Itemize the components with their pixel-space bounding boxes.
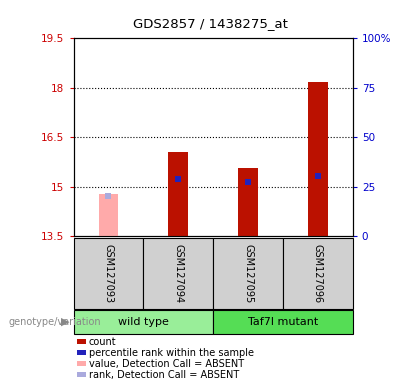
Text: ▶: ▶ bbox=[61, 317, 69, 327]
Text: Taf7l mutant: Taf7l mutant bbox=[248, 317, 318, 327]
Text: GSM127093: GSM127093 bbox=[103, 244, 113, 303]
Bar bbox=[283, 238, 353, 309]
Text: percentile rank within the sample: percentile rank within the sample bbox=[89, 348, 254, 358]
Bar bbox=[238, 167, 258, 236]
Bar bbox=[74, 238, 143, 309]
Bar bbox=[308, 82, 328, 236]
Bar bbox=[143, 238, 213, 309]
Bar bbox=[213, 238, 283, 309]
Text: value, Detection Call = ABSENT: value, Detection Call = ABSENT bbox=[89, 359, 244, 369]
Bar bbox=[74, 310, 213, 334]
Text: GSM127096: GSM127096 bbox=[313, 244, 323, 303]
Text: wild type: wild type bbox=[118, 317, 169, 327]
Text: GSM127094: GSM127094 bbox=[173, 244, 183, 303]
Bar bbox=[168, 152, 188, 236]
Text: GDS2857 / 1438275_at: GDS2857 / 1438275_at bbox=[133, 17, 287, 30]
Bar bbox=[77, 372, 86, 377]
Text: count: count bbox=[89, 336, 117, 346]
Bar bbox=[77, 361, 86, 366]
Bar bbox=[77, 339, 86, 344]
Bar bbox=[213, 310, 353, 334]
Text: GSM127095: GSM127095 bbox=[243, 244, 253, 303]
Bar bbox=[77, 350, 86, 355]
Text: rank, Detection Call = ABSENT: rank, Detection Call = ABSENT bbox=[89, 370, 239, 380]
Bar bbox=[99, 194, 118, 236]
Text: genotype/variation: genotype/variation bbox=[8, 317, 101, 327]
